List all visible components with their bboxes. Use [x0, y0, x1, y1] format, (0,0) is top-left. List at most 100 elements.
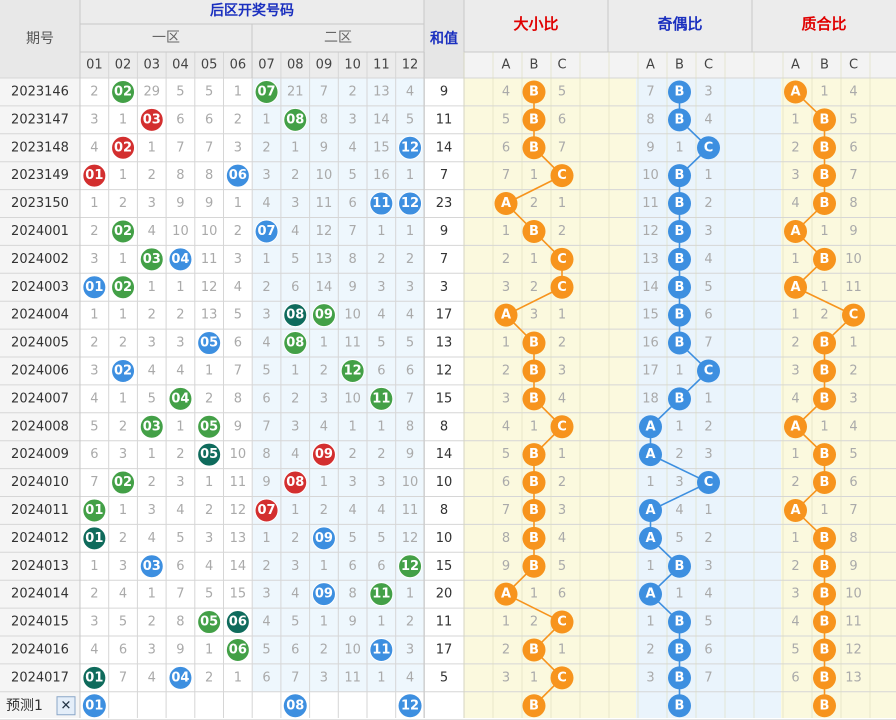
drawn-ball-number: 01	[85, 280, 103, 295]
period-cell: 2023147	[11, 112, 69, 127]
big-small-miss-count: 2	[558, 475, 566, 490]
miss-count: 1	[320, 475, 328, 490]
big-small-miss-count: 4	[502, 84, 510, 99]
sum-value: 7	[440, 168, 448, 183]
big-small-hit-label: B	[529, 447, 539, 462]
miss-count: 16	[373, 168, 390, 183]
big-small-column-header: B	[530, 58, 539, 73]
prime-composite-hit-label: A	[790, 224, 800, 239]
miss-count: 7	[406, 391, 414, 406]
miss-count: 1	[320, 336, 328, 351]
odd-even-hit-ball	[668, 554, 691, 578]
miss-count: 8	[176, 168, 184, 183]
prime-composite-hit-ball	[784, 219, 807, 243]
drawn-ball-number: 06	[229, 615, 247, 630]
drawn-ball-number: 02	[114, 140, 132, 155]
big-small-miss-count: 2	[530, 615, 538, 630]
miss-count: 6	[377, 363, 385, 378]
drawn-ball-number: 04	[171, 252, 189, 267]
miss-count: 3	[148, 503, 156, 518]
drawn-ball	[283, 303, 308, 328]
prime-composite-hit-label: B	[820, 140, 830, 155]
big-small-hit-label: A	[501, 196, 511, 211]
prime-composite-miss-count: 5	[849, 112, 857, 127]
drawn-ball	[311, 582, 336, 607]
sum-value: 15	[436, 559, 453, 574]
miss-count: 9	[176, 196, 184, 211]
drawn-ball-number: 01	[85, 168, 103, 183]
predict-ball	[283, 694, 307, 718]
big-small-hit-ball	[522, 638, 546, 662]
drawn-ball-number: 11	[372, 391, 390, 406]
drawn-ball	[139, 107, 164, 132]
miss-count: 4	[406, 308, 414, 323]
miss-count: 2	[406, 252, 414, 267]
predict-close-icon[interactable]: ✕	[61, 698, 72, 713]
drawn-ball-number: 02	[114, 363, 132, 378]
prime-composite-miss-count: 7	[849, 168, 857, 183]
miss-count: 4	[349, 503, 357, 518]
miss-count: 3	[291, 196, 299, 211]
drawn-ball	[398, 191, 423, 216]
big-small-miss-count: 1	[502, 224, 510, 239]
big-small-hit-ball	[550, 275, 574, 299]
drawn-ball	[111, 470, 136, 495]
miss-count: 7	[205, 140, 213, 155]
miss-count: 5	[377, 531, 385, 546]
big-small-miss-count: 7	[502, 503, 510, 518]
miss-count: 7	[349, 224, 357, 239]
drawn-ball-number: 08	[286, 475, 304, 490]
miss-count: 2	[119, 419, 127, 434]
miss-count: 2	[377, 252, 385, 267]
odd-even-miss-count: 5	[675, 531, 683, 546]
header-period-bg	[0, 0, 80, 78]
miss-count: 10	[344, 642, 361, 657]
prime-composite-predict-ball	[813, 694, 836, 718]
odd-even-hit-ball	[668, 219, 691, 243]
miss-count: 1	[148, 280, 156, 295]
odd-even-miss-count: 1	[646, 559, 654, 574]
drawn-ball-number: 06	[229, 642, 247, 657]
big-small-miss-count: 2	[530, 280, 538, 295]
miss-count: 3	[90, 112, 98, 127]
miss-count: 11	[201, 252, 218, 267]
drawn-ball	[369, 191, 394, 216]
sum-value: 17	[436, 308, 453, 323]
miss-count: 2	[205, 503, 213, 518]
miss-count: 1	[119, 391, 127, 406]
miss-count: 3	[205, 531, 213, 546]
predict-close-button[interactable]	[56, 696, 76, 716]
drawn-ball	[398, 135, 423, 160]
miss-count: 1	[377, 670, 385, 685]
big-small-hit-ball	[522, 526, 546, 550]
drawn-ball	[340, 358, 365, 383]
miss-count: 5	[406, 112, 414, 127]
big-small-miss-count: 4	[502, 419, 510, 434]
miss-count: 6	[349, 559, 357, 574]
miss-count: 10	[344, 308, 361, 323]
odd-even-hit-ball	[668, 387, 691, 411]
odd-even-miss-count: 2	[646, 642, 654, 657]
drawn-ball	[225, 163, 250, 188]
miss-count: 6	[119, 642, 127, 657]
odd-even-hit-label: B	[675, 559, 685, 574]
big-small-hit-ball	[522, 387, 546, 411]
big-small-miss-count: 6	[558, 587, 566, 602]
miss-count: 1	[262, 531, 270, 546]
period-cell: 2024005	[11, 336, 69, 351]
miss-count: 6	[234, 336, 242, 351]
miss-count: 5	[349, 531, 357, 546]
miss-count: 4	[90, 391, 98, 406]
odd-even-miss-count: 7	[704, 336, 712, 351]
prime-composite-miss-count: 3	[791, 587, 799, 602]
odd-even-miss-count: 9	[646, 140, 654, 155]
miss-count: 1	[148, 587, 156, 602]
drawn-ball	[111, 275, 136, 300]
miss-count: 4	[320, 419, 328, 434]
drawn-ball-number: 08	[286, 336, 304, 351]
drawn-ball	[254, 498, 279, 523]
big-small-hit-label: B	[529, 336, 539, 351]
miss-count: 5	[349, 168, 357, 183]
drawn-ball	[168, 665, 193, 690]
odd-even-miss-count: 3	[704, 447, 712, 462]
